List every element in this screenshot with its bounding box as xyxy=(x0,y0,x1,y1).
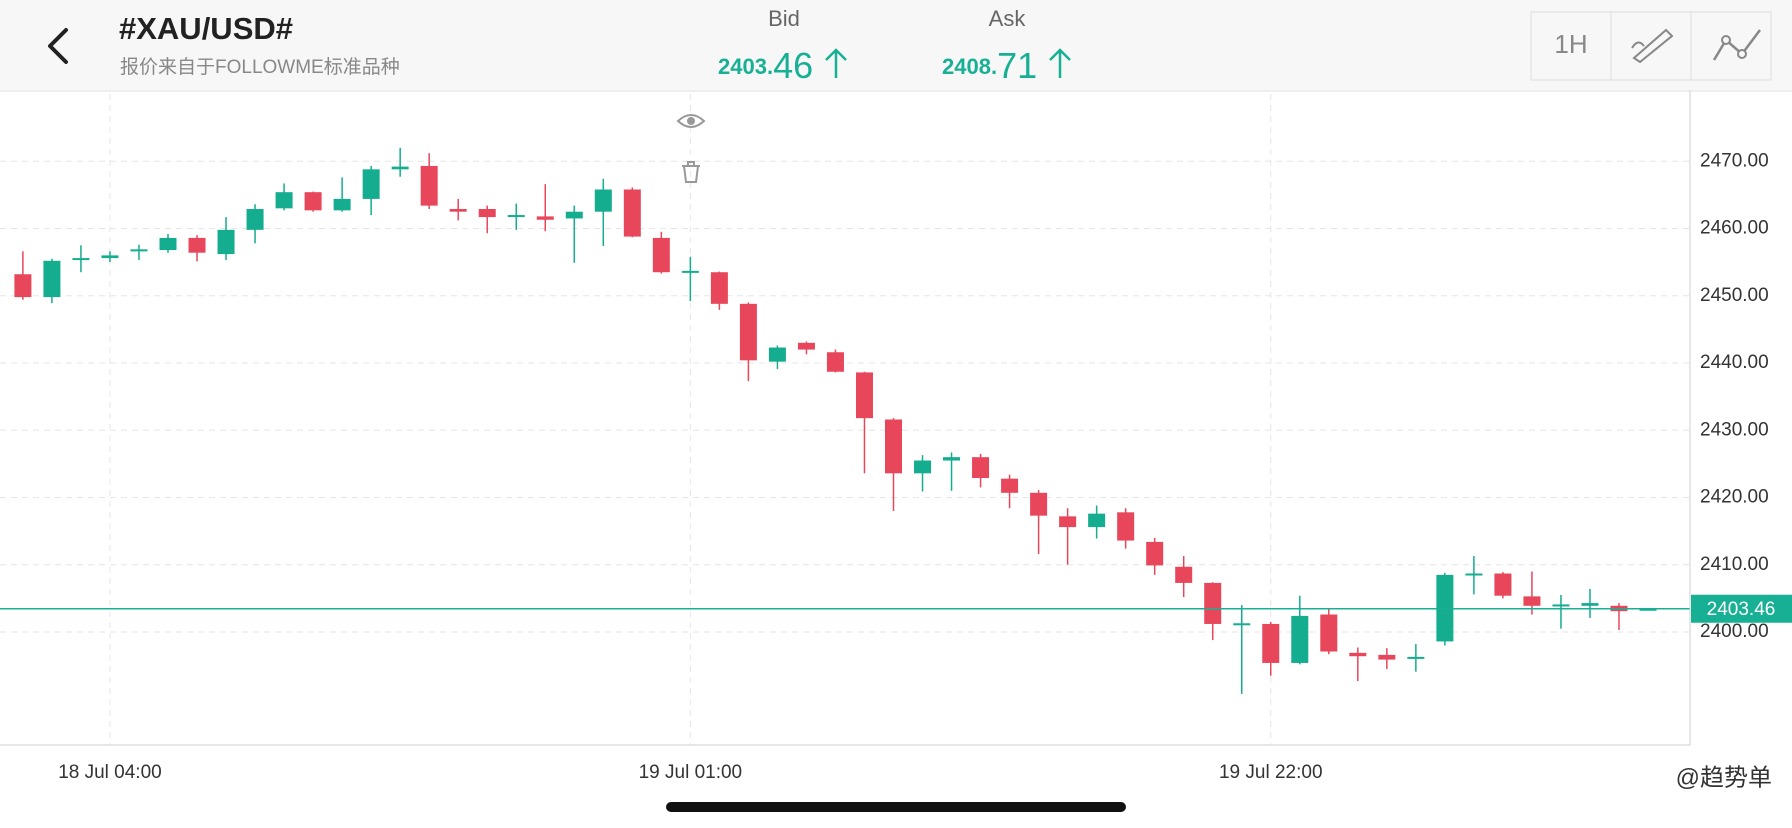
candle-body xyxy=(1233,623,1251,626)
interval-button[interactable]: 1H xyxy=(1554,29,1587,59)
candle-body xyxy=(623,189,641,237)
candle-body xyxy=(43,260,61,298)
candle-body xyxy=(1320,614,1338,652)
candle-body xyxy=(1407,656,1425,659)
y-tick-label: 2400.00 xyxy=(1700,621,1769,642)
candle-body xyxy=(768,347,786,362)
candle-body xyxy=(449,209,467,212)
candle-body xyxy=(1117,512,1135,541)
candle-body xyxy=(710,272,728,304)
indicator-node xyxy=(1721,35,1731,45)
candle-body xyxy=(304,192,322,211)
candle-body xyxy=(217,229,235,255)
candle-body xyxy=(72,258,90,261)
indicator-button[interactable] xyxy=(1712,29,1761,61)
bid-fraction: 46 xyxy=(773,45,813,86)
y-tick-label: 2450.00 xyxy=(1700,285,1769,306)
plot: 2400.00 2410.00 2420.00 2430.00 2440.00 2450.… xyxy=(0,94,1792,783)
candle-body xyxy=(1059,516,1077,528)
y-tick-label: 2470.00 xyxy=(1700,150,1769,171)
candle-body xyxy=(14,274,32,298)
ask-label: Ask xyxy=(989,6,1027,31)
candle-body xyxy=(565,211,583,219)
candle-body xyxy=(1001,478,1019,493)
y-tick-label: 2430.00 xyxy=(1700,419,1769,440)
candle-body xyxy=(478,209,496,218)
candle-body xyxy=(1030,492,1048,516)
current-price-box xyxy=(1691,594,1792,623)
ask-value: 2408.71 xyxy=(942,45,1037,86)
candle-body xyxy=(1146,541,1164,566)
candle-body xyxy=(246,209,264,230)
candle-body xyxy=(1378,654,1396,660)
candle-body xyxy=(536,216,554,220)
candle-body xyxy=(159,237,177,251)
draw-button[interactable] xyxy=(1631,28,1674,64)
candle-body xyxy=(855,372,873,419)
header-bar xyxy=(0,0,1792,91)
candle-body xyxy=(333,198,351,211)
candle-body xyxy=(1523,596,1541,606)
candle-body xyxy=(362,169,380,199)
y-tick-label: 2440.00 xyxy=(1700,352,1769,373)
candle-body xyxy=(1581,603,1599,606)
candle-body xyxy=(739,303,757,361)
y-tick-label: 2410.00 xyxy=(1700,554,1769,575)
candle-body xyxy=(507,215,525,218)
candle-body xyxy=(130,249,148,252)
candle-body xyxy=(1204,582,1222,624)
ask-main: 2408. xyxy=(942,54,997,79)
candle-body xyxy=(1552,604,1570,607)
bid-label: Bid xyxy=(768,6,800,31)
candle-body xyxy=(826,352,844,372)
candle-body xyxy=(943,457,961,461)
x-tick-label: 18 Jul 04:00 xyxy=(58,762,162,783)
watermark: @趋势单 xyxy=(1676,764,1772,791)
candle-body xyxy=(652,237,670,273)
bid-up-arrow xyxy=(825,48,847,78)
candle-body xyxy=(594,189,612,212)
candle-body xyxy=(1465,573,1483,576)
eye-icon[interactable] xyxy=(676,114,706,128)
subtitle: 报价来自于FOLLOWME标准品种 xyxy=(120,56,400,78)
candle-body xyxy=(1088,513,1106,528)
candle-body xyxy=(1291,615,1309,663)
back-button[interactable] xyxy=(48,28,68,64)
candle-body xyxy=(681,270,699,273)
eye-pupil xyxy=(687,117,695,125)
current-price-label: 2403.46 xyxy=(1707,599,1776,620)
bid-value: 2403.46 xyxy=(718,45,813,86)
candle-body xyxy=(1639,608,1657,611)
candle-body xyxy=(1349,652,1367,657)
candle-body xyxy=(391,166,409,170)
candle-body xyxy=(101,255,119,259)
candle-body xyxy=(1262,623,1280,663)
y-tick-label: 2420.00 xyxy=(1700,487,1769,508)
indicator-node xyxy=(1737,49,1747,59)
candle-body xyxy=(972,457,990,479)
candle-body xyxy=(1175,566,1193,583)
candle-body xyxy=(1494,573,1512,596)
candle-body xyxy=(914,460,932,474)
candle-body xyxy=(797,342,815,350)
ask-up-arrow xyxy=(1049,48,1071,78)
candle-body xyxy=(188,237,206,253)
y-tick-label: 2460.00 xyxy=(1700,218,1769,239)
x-tick-label: 19 Jul 01:00 xyxy=(639,762,743,783)
trash-icon[interactable] xyxy=(682,161,700,183)
ask-fraction: 71 xyxy=(997,45,1037,86)
candle-body xyxy=(275,192,293,209)
home-indicator xyxy=(666,802,1126,812)
candle-body xyxy=(420,165,438,206)
title: #XAU/USD# xyxy=(119,11,293,46)
x-tick-label: 19 Jul 22:00 xyxy=(1219,762,1323,783)
candle-body xyxy=(885,419,902,474)
bid-main: 2403. xyxy=(718,54,773,79)
